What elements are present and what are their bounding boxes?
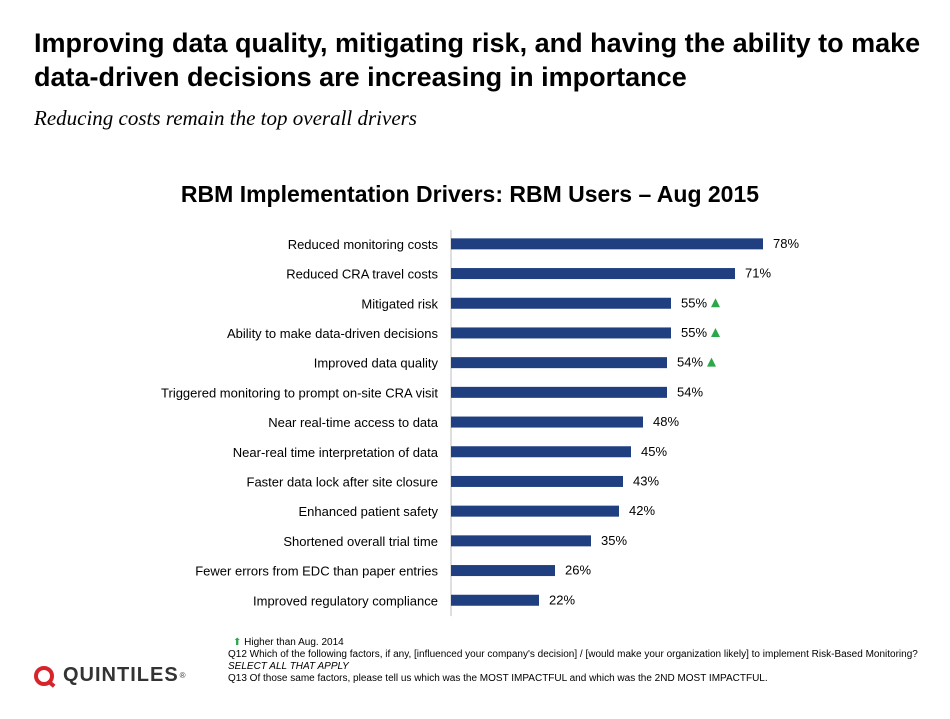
footnotes: ⬆ Higher than Aug. 2014 Q12 Which of the… [228, 637, 928, 685]
logo-ring-icon [34, 665, 54, 686]
category-label: Fewer errors from EDC than paper entries [195, 564, 438, 579]
bar [451, 268, 735, 280]
quintiles-logo: QUINTILES ® [34, 664, 186, 687]
data-label: 54% [677, 355, 703, 370]
bar [451, 565, 555, 577]
bar [451, 535, 591, 547]
category-label: Faster data lock after site closure [247, 474, 438, 489]
legend-text: Higher than Aug. 2014 [244, 637, 344, 648]
data-label: 43% [633, 473, 659, 488]
category-label: Ability to make data-driven decisions [227, 326, 438, 341]
data-label: 54% [677, 384, 703, 399]
category-label: Enhanced patient safety [299, 504, 439, 519]
question-12: Q12 Which of the following factors, if a… [228, 649, 928, 673]
data-label: 71% [745, 266, 771, 281]
category-label: Reduced CRA travel costs [286, 267, 438, 282]
bar [451, 327, 671, 339]
category-label: Triggered monitoring to prompt on-site C… [161, 385, 438, 400]
data-label: 35% [601, 533, 627, 548]
data-label: 48% [653, 414, 679, 429]
data-label: 45% [641, 444, 667, 459]
category-label: Improved regulatory compliance [253, 593, 438, 608]
bar [451, 475, 623, 487]
logo-trademark: ® [179, 671, 186, 680]
bar [451, 505, 619, 517]
category-label: Shortened overall trial time [283, 534, 438, 549]
data-label: 55% [681, 325, 707, 340]
up-triangle-icon [707, 357, 716, 367]
data-label: 22% [549, 592, 575, 607]
data-label: 78% [773, 236, 799, 251]
up-triangle-icon [711, 298, 720, 308]
up-arrow-icon: ⬆ [233, 637, 242, 648]
bar-chart: Reduced monitoring costs 78% Reduced CRA t… [161, 230, 799, 617]
bar [451, 386, 667, 398]
bar [451, 238, 763, 250]
q12-text: Q12 Which of the following factors, if a… [228, 649, 918, 660]
question-13: Q13 Of those same factors, please tell u… [228, 673, 768, 684]
category-label: Mitigated risk [361, 296, 438, 311]
bar [451, 446, 631, 458]
q12-instruction: SELECT ALL THAT APPLY [228, 661, 349, 672]
category-label: Near-real time interpretation of data [233, 445, 439, 460]
bar [451, 594, 539, 606]
chart-title: RBM Implementation Drivers: RBM Users – … [180, 181, 760, 207]
category-label: Improved data quality [314, 356, 439, 371]
data-label: 42% [629, 503, 655, 518]
logo-text: QUINTILES [63, 664, 179, 686]
legend: ⬆ Higher than Aug. 2014 [233, 637, 928, 649]
bar [451, 416, 643, 428]
up-triangle-icon [711, 327, 720, 337]
data-label: 55% [681, 295, 707, 310]
category-label: Near real-time access to data [268, 415, 439, 430]
bar [451, 297, 671, 309]
bar [451, 357, 667, 369]
data-label: 26% [565, 563, 591, 578]
category-label: Reduced monitoring costs [288, 237, 439, 252]
page-subtitle: Reducing costs remain the top overall dr… [34, 106, 417, 130]
page-title: Improving data quality, mitigating risk,… [34, 28, 921, 92]
